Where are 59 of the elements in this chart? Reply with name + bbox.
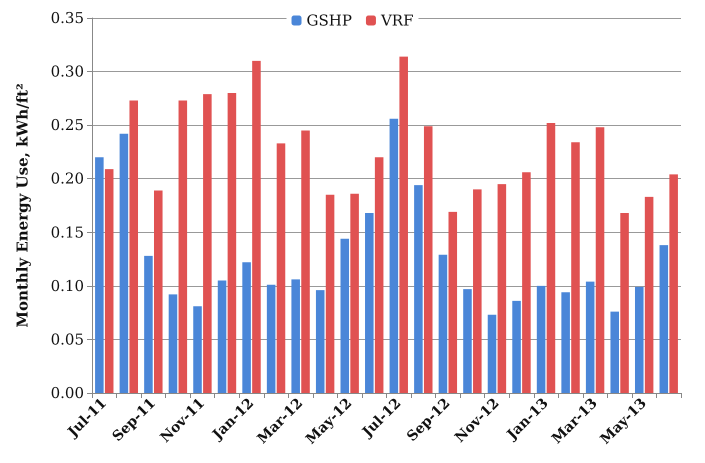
- bar: [178, 100, 188, 393]
- bar: [228, 93, 236, 393]
- y-tick-label: 0.10: [50, 276, 84, 295]
- y-tick-label: 0.20: [50, 170, 84, 188]
- y-tick-label: 0.35: [50, 9, 84, 27]
- y-tick-label: 0.15: [50, 223, 84, 242]
- y-tick-label: 0.25: [50, 116, 84, 134]
- bar: [252, 60, 261, 393]
- legend-label: VRF: [380, 12, 414, 30]
- bar: [610, 312, 620, 393]
- bar: [218, 280, 226, 393]
- bar: [154, 190, 163, 393]
- bar: [660, 245, 668, 393]
- bar: [95, 157, 104, 393]
- bar: [104, 169, 114, 393]
- bar: [561, 292, 570, 393]
- bar: [266, 284, 276, 393]
- bar: [350, 194, 359, 393]
- bar: [390, 118, 398, 393]
- y-tick-label: 0.00: [50, 384, 84, 402]
- y-tick-label: 0.05: [50, 330, 84, 348]
- bar: [399, 56, 408, 393]
- bar: [669, 174, 678, 393]
- bar: [242, 262, 251, 393]
- bar: [291, 279, 300, 393]
- bar: [374, 157, 384, 393]
- bar: [193, 306, 202, 393]
- bar: [340, 238, 350, 393]
- bar: [414, 185, 423, 393]
- bar: [512, 300, 521, 393]
- bar: [301, 130, 310, 393]
- bar: [596, 127, 604, 393]
- bar: [120, 134, 128, 393]
- bar: [571, 142, 580, 393]
- bar: [326, 194, 334, 393]
- bar: [546, 123, 556, 393]
- legend-label: GSHP: [306, 12, 352, 30]
- bar: [634, 286, 644, 393]
- bar: [129, 100, 138, 393]
- y-tick-label: 0.30: [50, 62, 84, 81]
- bar: [438, 254, 448, 393]
- bar: [498, 184, 506, 393]
- bar: [488, 314, 496, 393]
- bar: [644, 196, 654, 393]
- bar: [276, 143, 286, 393]
- bar: [144, 256, 153, 393]
- bar: [473, 189, 482, 393]
- bar: [620, 213, 629, 393]
- bar: [536, 286, 546, 393]
- bar: [203, 94, 212, 393]
- bar: [316, 290, 325, 393]
- bar: [463, 289, 472, 393]
- bar: [168, 294, 178, 393]
- bar: [586, 282, 594, 393]
- bar: [424, 126, 433, 393]
- bar: [365, 213, 374, 393]
- y-axis-title: Monthly Energy Use, kWh/ft²: [14, 83, 32, 328]
- bar: [522, 172, 531, 393]
- bar: [448, 212, 458, 393]
